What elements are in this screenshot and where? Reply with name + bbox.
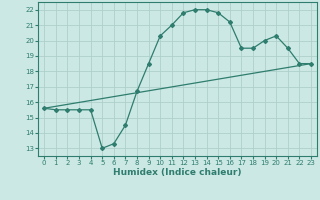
- X-axis label: Humidex (Indice chaleur): Humidex (Indice chaleur): [113, 168, 242, 177]
